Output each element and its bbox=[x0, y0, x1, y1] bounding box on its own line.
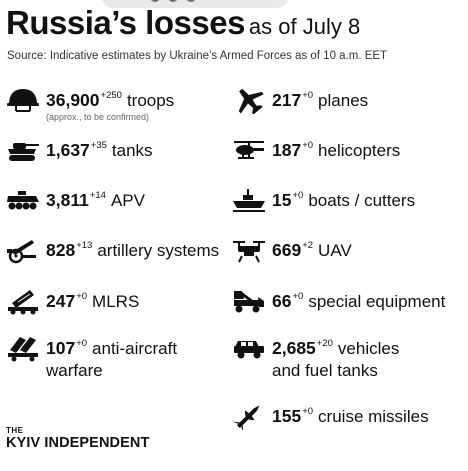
special-equipment-delta: +0 bbox=[292, 291, 304, 302]
page-title: Russia’s losses as of July 8 bbox=[6, 4, 360, 42]
boats-delta: +0 bbox=[292, 190, 304, 201]
uav-delta: +2 bbox=[302, 240, 314, 251]
artillery-delta: +13 bbox=[76, 240, 93, 251]
vehicle-icon bbox=[234, 341, 264, 359]
top-overlay-pill bbox=[100, 0, 290, 8]
title-date: as of July 8 bbox=[248, 14, 361, 39]
cruise-missiles-number: 155 bbox=[272, 406, 302, 426]
vehicles-label-line2: and fuel tanks bbox=[272, 361, 378, 380]
helicopters-delta: +0 bbox=[302, 140, 314, 151]
anti-aircraft-icon bbox=[8, 337, 38, 362]
uav-label: UAV bbox=[318, 241, 352, 260]
boats-label: boats / cutters bbox=[308, 191, 416, 210]
cruise-missile-icon bbox=[232, 405, 260, 430]
uav-number: 669 bbox=[272, 240, 302, 260]
vehicles-delta: +20 bbox=[316, 338, 333, 349]
troops-number: 36,900 bbox=[46, 90, 100, 110]
helicopter-icon bbox=[234, 141, 264, 159]
helmet-icon bbox=[7, 89, 39, 112]
troops-note: (approx., to be confirmed) bbox=[46, 112, 150, 122]
helicopters-number: 187 bbox=[272, 140, 302, 160]
troops-label: troops bbox=[126, 91, 175, 110]
title-main: Russia’s losses bbox=[6, 4, 245, 41]
planes-number: 217 bbox=[272, 90, 302, 110]
vehicles-label: vehicles bbox=[337, 339, 400, 358]
brand-logo: THE KYIV INDEPENDENT bbox=[6, 426, 149, 451]
apv-icon bbox=[7, 191, 39, 210]
source-note: Source: Indicative estimates by Ukraine’… bbox=[7, 50, 388, 62]
avatar bbox=[168, 0, 178, 2]
artillery-icon bbox=[7, 240, 36, 264]
troops-delta: +250 bbox=[100, 90, 122, 101]
drone-icon bbox=[233, 241, 265, 263]
mlrs-label: MLRS bbox=[92, 292, 140, 311]
apv-label: APV bbox=[110, 191, 145, 210]
helicopters-label: helicopters bbox=[318, 141, 401, 160]
special-equipment-label: special equipment bbox=[308, 292, 446, 311]
tanks-number: 1,637 bbox=[46, 140, 90, 160]
cruise-missiles-label: cruise missiles bbox=[318, 407, 429, 426]
tanks-label: tanks bbox=[111, 141, 153, 160]
boats-number: 15 bbox=[272, 190, 292, 210]
vehicles-number: 2,685 bbox=[272, 338, 316, 358]
boat-icon bbox=[233, 189, 265, 212]
mlrs-number: 247 bbox=[46, 291, 76, 311]
mlrs-delta: +0 bbox=[76, 291, 88, 302]
anti-aircraft-number: 107 bbox=[46, 338, 76, 358]
avatar bbox=[186, 0, 196, 2]
apv-delta: +14 bbox=[89, 190, 106, 201]
anti-aircraft-delta: +0 bbox=[76, 338, 88, 349]
anti-aircraft-label-line2: warfare bbox=[46, 361, 103, 380]
apv-number: 3,811 bbox=[46, 190, 89, 210]
artillery-number: 828 bbox=[46, 240, 76, 260]
planes-delta: +0 bbox=[302, 90, 314, 101]
special-equipment-number: 66 bbox=[272, 291, 292, 311]
tanks-delta: +35 bbox=[90, 140, 107, 151]
brand-the: THE bbox=[6, 426, 24, 435]
anti-aircraft-label: anti-aircraft bbox=[92, 339, 178, 358]
special-equipment-icon bbox=[234, 291, 264, 313]
plane-icon bbox=[238, 88, 264, 114]
mlrs-icon bbox=[8, 289, 38, 315]
cruise-missiles-delta: +0 bbox=[302, 406, 314, 417]
brand-name: KYIV INDEPENDENT bbox=[6, 435, 150, 451]
planes-label: planes bbox=[318, 91, 369, 110]
tank-icon bbox=[8, 143, 39, 161]
avatar bbox=[150, 0, 160, 2]
artillery-label: artillery systems bbox=[97, 241, 220, 260]
